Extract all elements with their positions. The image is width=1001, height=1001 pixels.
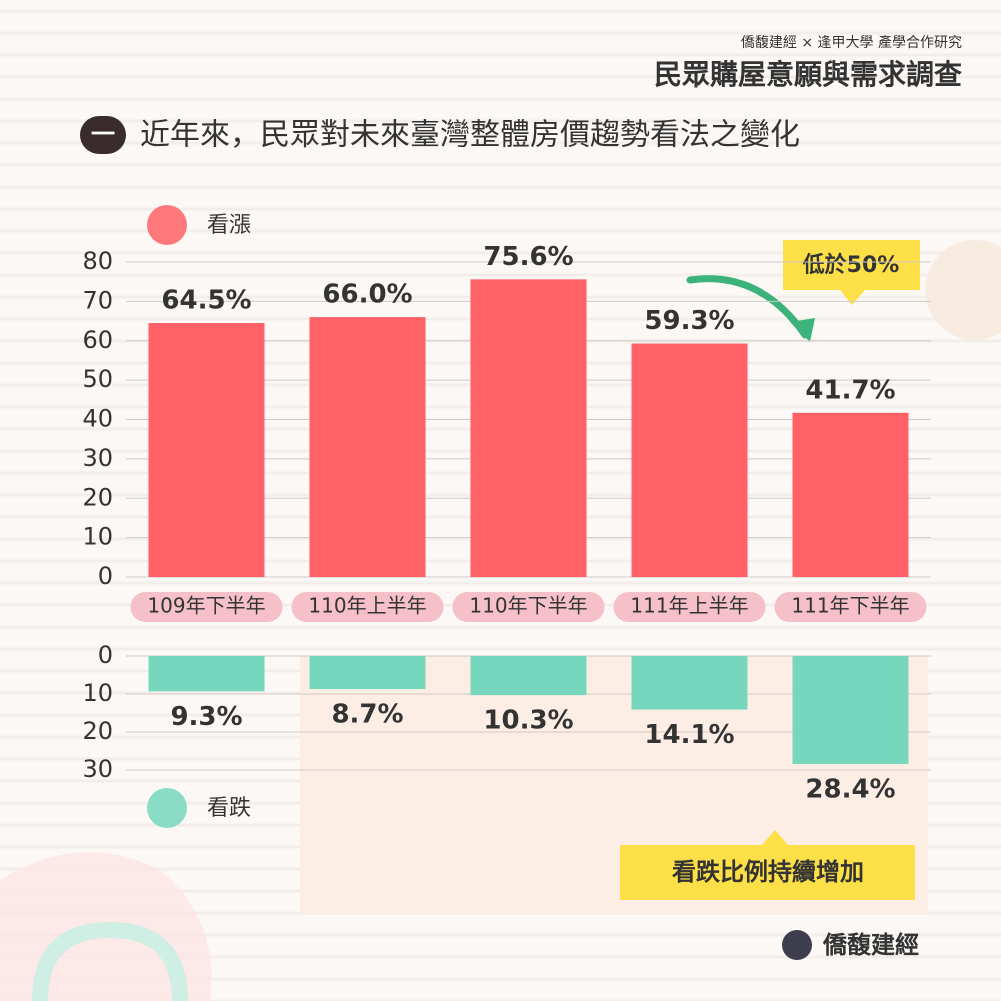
bar (148, 323, 265, 577)
bar (470, 656, 587, 696)
x-tick-label: 111年上半年 (630, 594, 748, 618)
bar (470, 279, 587, 577)
x-tick-label: 109年下半年 (147, 594, 265, 618)
section-badge (80, 116, 126, 154)
y-tick-label: 70 (82, 286, 113, 314)
callout-box (783, 240, 920, 305)
bar (148, 656, 265, 692)
legend-swatch (147, 788, 187, 828)
title: 民眾購屋意願與需求調查 (654, 58, 962, 91)
decoration (32, 921, 188, 1001)
value-label: 41.7% (805, 375, 895, 405)
y-tick-label: 10 (82, 679, 113, 707)
x-tick-label: 110年下半年 (469, 594, 587, 618)
x-tick-label: 111年下半年 (791, 594, 909, 618)
category-pill (613, 592, 766, 622)
bar (792, 656, 909, 764)
y-tick-label: 80 (82, 247, 113, 275)
legend-label: 看跌 (207, 796, 251, 821)
category-pill (130, 592, 283, 622)
value-label: 10.3% (483, 706, 573, 736)
trend-arrow-head (790, 318, 815, 342)
y-tick-label: 0 (98, 562, 113, 590)
x-tick-label: 110年上半年 (308, 594, 426, 618)
y-tick-label: 0 (98, 641, 113, 669)
legend-swatch (147, 205, 187, 245)
value-label: 64.5% (161, 286, 251, 316)
y-tick-label: 30 (82, 444, 113, 472)
value-label: 28.4% (805, 774, 895, 804)
annotation: 低於50% (802, 252, 900, 278)
bar (309, 656, 426, 690)
category-pill (291, 592, 444, 622)
annotation: 看跌比例持續增加 (672, 858, 864, 886)
y-tick-label: 50 (82, 365, 113, 393)
bar (309, 317, 426, 577)
bar (631, 656, 748, 710)
section-title: 近年來，民眾對未來臺灣整體房價趨勢看法之變化 (140, 118, 800, 153)
value-label: 9.3% (170, 702, 242, 732)
y-tick-label: 10 (82, 523, 113, 551)
value-label: 14.1% (644, 720, 734, 750)
y-tick-label: 30 (82, 755, 113, 783)
logo-icon (782, 930, 812, 960)
y-tick-label: 20 (82, 717, 113, 745)
value-label: 66.0% (322, 280, 412, 310)
value-label: 59.3% (644, 306, 734, 336)
category-pill (774, 592, 927, 622)
logo: 僑馥建經 (822, 931, 919, 959)
bar (792, 412, 909, 577)
callout-box (620, 830, 915, 900)
value-label: 75.6% (483, 242, 573, 272)
credit: 僑馥建經 × 逢甲大學 產學合作研究 (741, 34, 962, 51)
y-tick-label: 20 (82, 483, 113, 511)
value-label: 8.7% (331, 700, 403, 730)
decoration (925, 240, 1001, 340)
category-pill (452, 592, 605, 622)
bar (631, 343, 748, 577)
legend-label: 看漲 (207, 213, 251, 238)
y-tick-label: 40 (82, 405, 113, 433)
y-tick-label: 60 (82, 326, 113, 354)
section-number: 一 (91, 120, 115, 148)
